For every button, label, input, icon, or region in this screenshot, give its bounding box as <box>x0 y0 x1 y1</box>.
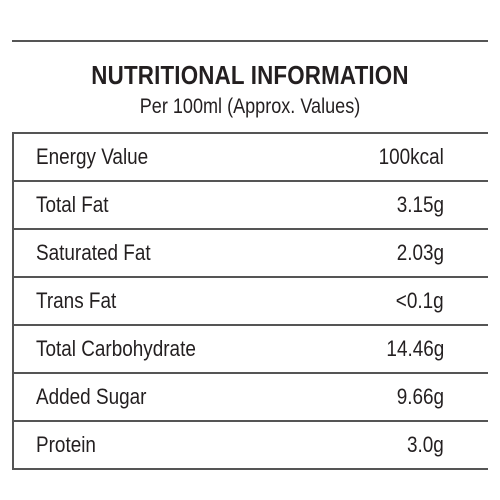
nutrient-value: 2.03g <box>396 240 444 265</box>
label-header: NUTRITIONAL INFORMATION Per 100ml (Appro… <box>12 42 488 134</box>
nutrition-table: Energy Value 100kcal Total Fat 3.15g Saturat… <box>12 134 488 470</box>
table-row: Added Sugar 9.66g <box>14 374 488 422</box>
nutrition-label: NUTRITIONAL INFORMATION Per 100ml (Appro… <box>12 40 488 470</box>
nutrient-value: 3.0g <box>407 432 444 457</box>
nutrient-name: Saturated Fat <box>36 240 151 265</box>
nutrient-name: Added Sugar <box>36 384 147 409</box>
nutrient-value: 100kcal <box>378 144 444 169</box>
nutrient-name: Trans Fat <box>36 288 117 313</box>
table-row: Energy Value 100kcal <box>14 134 488 182</box>
table-row: Total Carbohydrate 14.46g <box>14 326 488 374</box>
nutrient-value: 14.46g <box>386 336 444 361</box>
nutrient-name: Total Carbohydrate <box>36 336 196 361</box>
nutrient-name: Energy Value <box>36 144 149 169</box>
table-row: Trans Fat <0.1g <box>14 278 488 326</box>
subtitle: Per 100ml (Approx. Values) <box>139 95 361 118</box>
nutrient-name: Total Fat <box>36 192 109 217</box>
nutrient-value: 3.15g <box>396 192 444 217</box>
nutrient-name: Protein <box>36 432 96 457</box>
title: NUTRITIONAL INFORMATION <box>91 60 409 90</box>
nutrient-value: 9.66g <box>396 384 444 409</box>
table-row: Saturated Fat 2.03g <box>14 230 488 278</box>
nutrient-value: <0.1g <box>396 288 444 313</box>
table-row: Protein 3.0g <box>14 422 488 470</box>
table-row: Total Fat 3.15g <box>14 182 488 230</box>
